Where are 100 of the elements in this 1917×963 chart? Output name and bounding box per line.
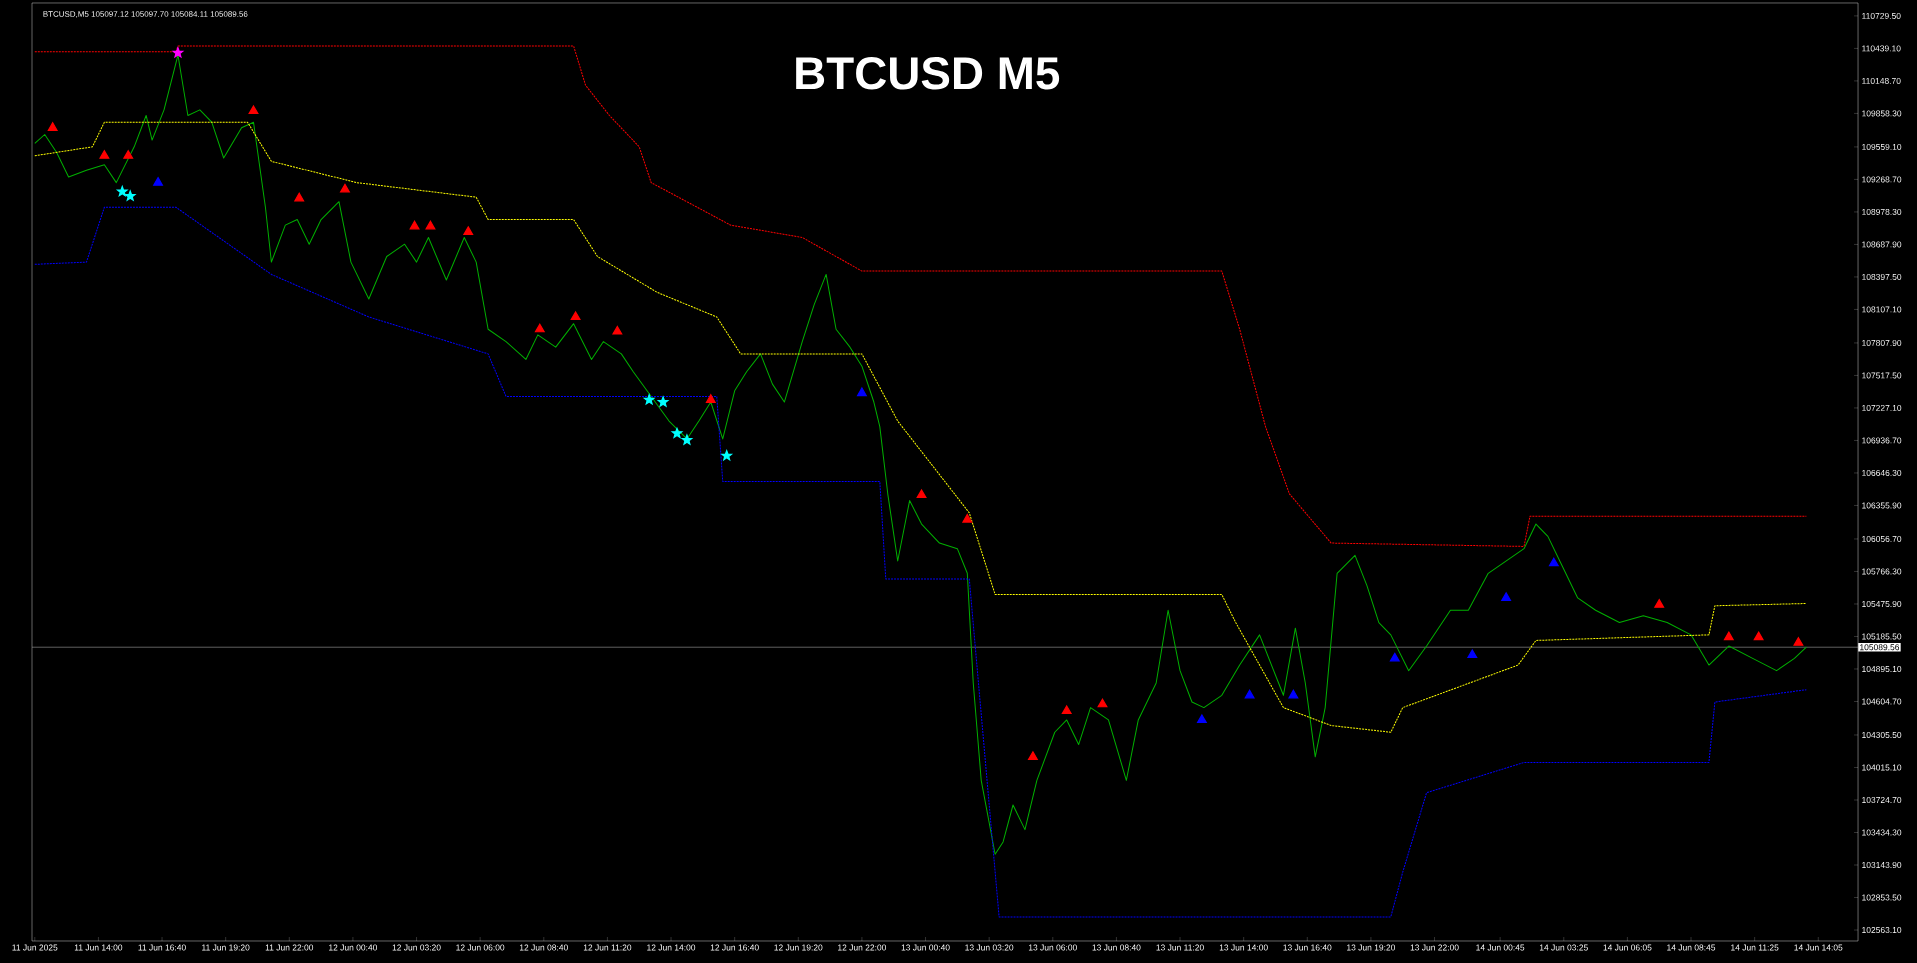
x-tick-label: 12 Jun 11:20 xyxy=(583,944,632,951)
point xyxy=(47,122,58,131)
y-tick-label: 109559.10 xyxy=(1862,143,1902,150)
y-tick-label: 105185.50 xyxy=(1862,633,1902,640)
x-tick-label: 12 Jun 19:20 xyxy=(774,944,823,951)
y-tick-label: 108107.10 xyxy=(1862,306,1902,313)
y-tick-label: 108687.90 xyxy=(1862,241,1902,248)
y-tick-label: 103434.30 xyxy=(1862,829,1902,836)
point xyxy=(1244,689,1255,699)
x-tick-label: 11 Jun 19:20 xyxy=(202,944,250,951)
point xyxy=(294,192,305,202)
x-tick-label: 12 Jun 03:20 xyxy=(392,944,441,951)
x-tick-label: 13 Jun 06:00 xyxy=(1028,944,1077,951)
y-tick-label: 110439.10 xyxy=(1862,45,1901,52)
x-tick-label: 12 Jun 14:00 xyxy=(647,944,696,951)
point xyxy=(721,450,733,461)
y-tick-label: 103724.70 xyxy=(1862,797,1902,803)
point xyxy=(340,183,350,193)
y-tick-label: 110729.50 xyxy=(1862,12,1901,19)
y-tick-label: 108978.30 xyxy=(1862,208,1902,215)
point xyxy=(1654,599,1665,608)
y-tick-label: 107227.10 xyxy=(1862,404,1902,411)
line-series xyxy=(34,206,1807,918)
point xyxy=(1753,631,1764,641)
x-tick-label: 13 Jun 16:40 xyxy=(1283,944,1332,951)
point xyxy=(705,394,716,403)
x-tick-label: 12 Jun 08:40 xyxy=(519,944,568,951)
point xyxy=(1548,557,1559,567)
point xyxy=(248,105,259,115)
x-tick-label: 13 Jun 03:20 xyxy=(965,944,1014,951)
y-tick-label: 106646.30 xyxy=(1862,469,1902,476)
point xyxy=(425,220,436,230)
point xyxy=(1389,652,1400,662)
line-series xyxy=(34,121,1807,733)
point xyxy=(856,387,867,397)
y-tick-label: 104604.70 xyxy=(1862,698,1902,705)
x-tick-label: 14 Jun 14:05 xyxy=(1794,944,1843,951)
point xyxy=(116,185,128,197)
point xyxy=(153,177,163,186)
y-tick-label: 104895.10 xyxy=(1862,665,1902,672)
point xyxy=(1288,689,1299,699)
point xyxy=(123,150,134,159)
y-tick-label: 105475.90 xyxy=(1862,600,1902,607)
point xyxy=(671,427,683,439)
point xyxy=(99,150,110,159)
x-tick-label: 13 Jun 22:00 xyxy=(1410,944,1459,951)
point xyxy=(612,325,623,335)
y-tick-label: 103143.90 xyxy=(1862,862,1902,868)
y-tick-label: 102563.10 xyxy=(1862,927,1902,934)
point xyxy=(643,394,655,405)
line-series xyxy=(34,45,1807,547)
point xyxy=(1097,698,1108,708)
x-tick-label: 14 Jun 00:45 xyxy=(1476,944,1525,951)
x-tick-label: 11 Jun 2025 xyxy=(12,944,58,951)
y-tick-label: 107807.90 xyxy=(1862,339,1902,346)
y-tick-label: 106056.70 xyxy=(1862,535,1902,542)
x-tick-label: 14 Jun 06:05 xyxy=(1603,944,1652,951)
x-tick-label: 14 Jun 03:25 xyxy=(1539,944,1588,951)
x-tick-label: 12 Jun 00:40 xyxy=(329,944,378,951)
point xyxy=(1196,714,1207,724)
point xyxy=(409,220,420,230)
point xyxy=(1027,751,1038,760)
point xyxy=(534,323,545,333)
y-tick-label: 109858.30 xyxy=(1862,110,1902,117)
y-tick-label: 106936.70 xyxy=(1862,437,1902,444)
x-tick-label: 12 Jun 22:00 xyxy=(838,944,887,951)
y-tick-label: 107517.50 xyxy=(1862,372,1902,379)
x-tick-label: 12 Jun 16:40 xyxy=(710,944,759,951)
point xyxy=(1501,592,1512,602)
point xyxy=(1467,649,1478,659)
x-tick-label: 11 Jun 16:40 xyxy=(138,944,186,951)
y-tick-label: 102853.50 xyxy=(1862,894,1902,901)
point xyxy=(124,190,136,201)
y-tick-label: 110148.70 xyxy=(1862,77,1901,84)
point xyxy=(1793,637,1804,646)
x-tick-label: 13 Jun 11:20 xyxy=(1156,944,1204,951)
ref-line-label: 105089.56 xyxy=(1860,644,1900,651)
point xyxy=(463,226,474,235)
point xyxy=(1723,631,1734,641)
point xyxy=(962,513,973,523)
x-tick-label: 14 Jun 11:25 xyxy=(1731,944,1779,951)
x-tick-label: 11 Jun 14:00 xyxy=(74,944,123,951)
x-tick-label: 13 Jun 14:00 xyxy=(1219,944,1268,951)
x-tick-label: 13 Jun 00:40 xyxy=(901,944,950,951)
y-tick-label: 109268.70 xyxy=(1862,176,1902,183)
point xyxy=(681,434,693,445)
point xyxy=(657,396,669,407)
y-tick-label: 105766.30 xyxy=(1862,568,1902,575)
x-tick-label: 14 Jun 08:45 xyxy=(1667,944,1716,951)
y-tick-label: 104305.50 xyxy=(1862,731,1902,738)
point xyxy=(172,47,184,58)
point xyxy=(1061,705,1072,715)
y-tick-label: 108397.50 xyxy=(1862,273,1902,280)
x-tick-label: 13 Jun 19:20 xyxy=(1347,944,1396,951)
y-tick-label: 106355.90 xyxy=(1862,502,1902,509)
point xyxy=(916,489,927,499)
point xyxy=(570,311,581,321)
x-tick-label: 12 Jun 06:00 xyxy=(456,944,505,951)
y-tick-label: 104015.10 xyxy=(1862,764,1902,771)
text: BTCUSD M5 xyxy=(796,57,1060,90)
